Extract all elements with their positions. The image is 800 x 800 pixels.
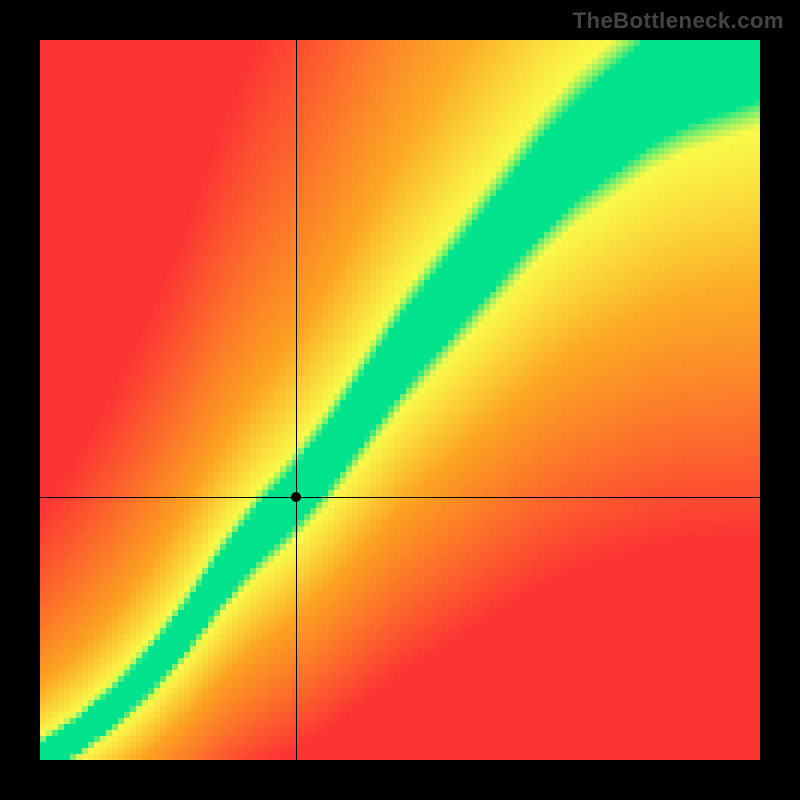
heatmap-chart: [40, 40, 760, 760]
crosshair-marker: [291, 492, 301, 502]
heatmap-canvas: [40, 40, 760, 760]
crosshair-horizontal: [40, 497, 760, 498]
crosshair-vertical: [296, 40, 297, 760]
watermark-text: TheBottleneck.com: [573, 8, 784, 34]
